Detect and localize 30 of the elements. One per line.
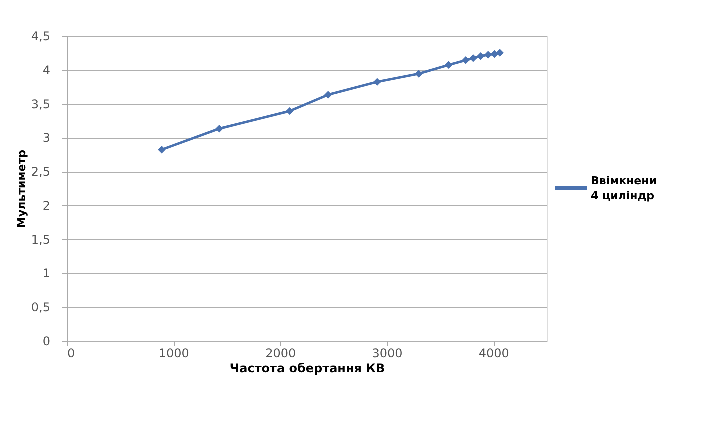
y-tick-label: 3,5 [31, 97, 50, 112]
point [496, 49, 504, 57]
x-axis-title: Частота обертання КВ [230, 362, 386, 376]
x-tick-label: 4000 [478, 346, 510, 360]
x-tick-label: 0 [68, 346, 76, 360]
x-tick-label: 1000 [158, 346, 190, 360]
y-axis-title: Мультиметр [15, 150, 28, 228]
y-tick-label: 4 [42, 63, 50, 78]
y-tick-label: 4,5 [31, 30, 50, 44]
y-tick-label: 0 [42, 334, 50, 348]
x-tick-label: 2000 [266, 346, 296, 360]
point [158, 146, 166, 154]
point [415, 70, 423, 78]
legend-label: Ввімкнени 4 циліндр [591, 174, 657, 202]
y-tick-label: 1 [42, 266, 50, 281]
y-tick-label: 3 [42, 131, 50, 146]
point [374, 78, 382, 86]
y-tick-label: 2 [42, 198, 50, 213]
point [286, 107, 294, 116]
x-tick-label: 3000 [372, 346, 403, 360]
point [470, 54, 478, 62]
y-tick-label: 2,5 [31, 165, 50, 180]
point [444, 61, 453, 70]
point [324, 91, 332, 99]
point [462, 56, 470, 64]
point [216, 124, 224, 133]
point [476, 52, 485, 60]
y-tick-label: 1,5 [31, 232, 50, 247]
y-tick-label: 0,5 [31, 300, 50, 315]
point [484, 51, 492, 59]
